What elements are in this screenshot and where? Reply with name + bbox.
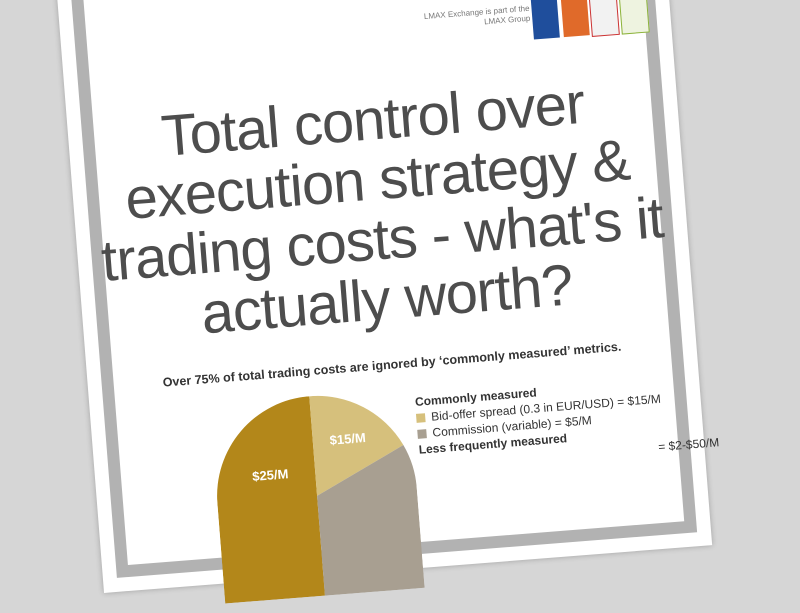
swatch: [417, 428, 427, 439]
award-logo: [560, 0, 590, 38]
document-sheet: LMAX Exchange is part of the LMAX Group …: [53, 0, 720, 604]
legend-text: = $2-$50/M: [657, 435, 720, 454]
page: {"header": {"brand_note": "LMAX Exchange…: [53, 0, 720, 604]
pie-label: $25/M: [252, 466, 289, 484]
swatch: [415, 412, 426, 423]
pie: $25/M $15/M: [217, 395, 425, 604]
pie-label: $15/M: [329, 430, 366, 448]
award-logo: [588, 0, 620, 37]
pie-slice: [217, 396, 325, 604]
award-logo: [618, 0, 650, 35]
award-logo: [530, 0, 560, 40]
title: Total control over execution strategy & …: [98, 70, 666, 347]
